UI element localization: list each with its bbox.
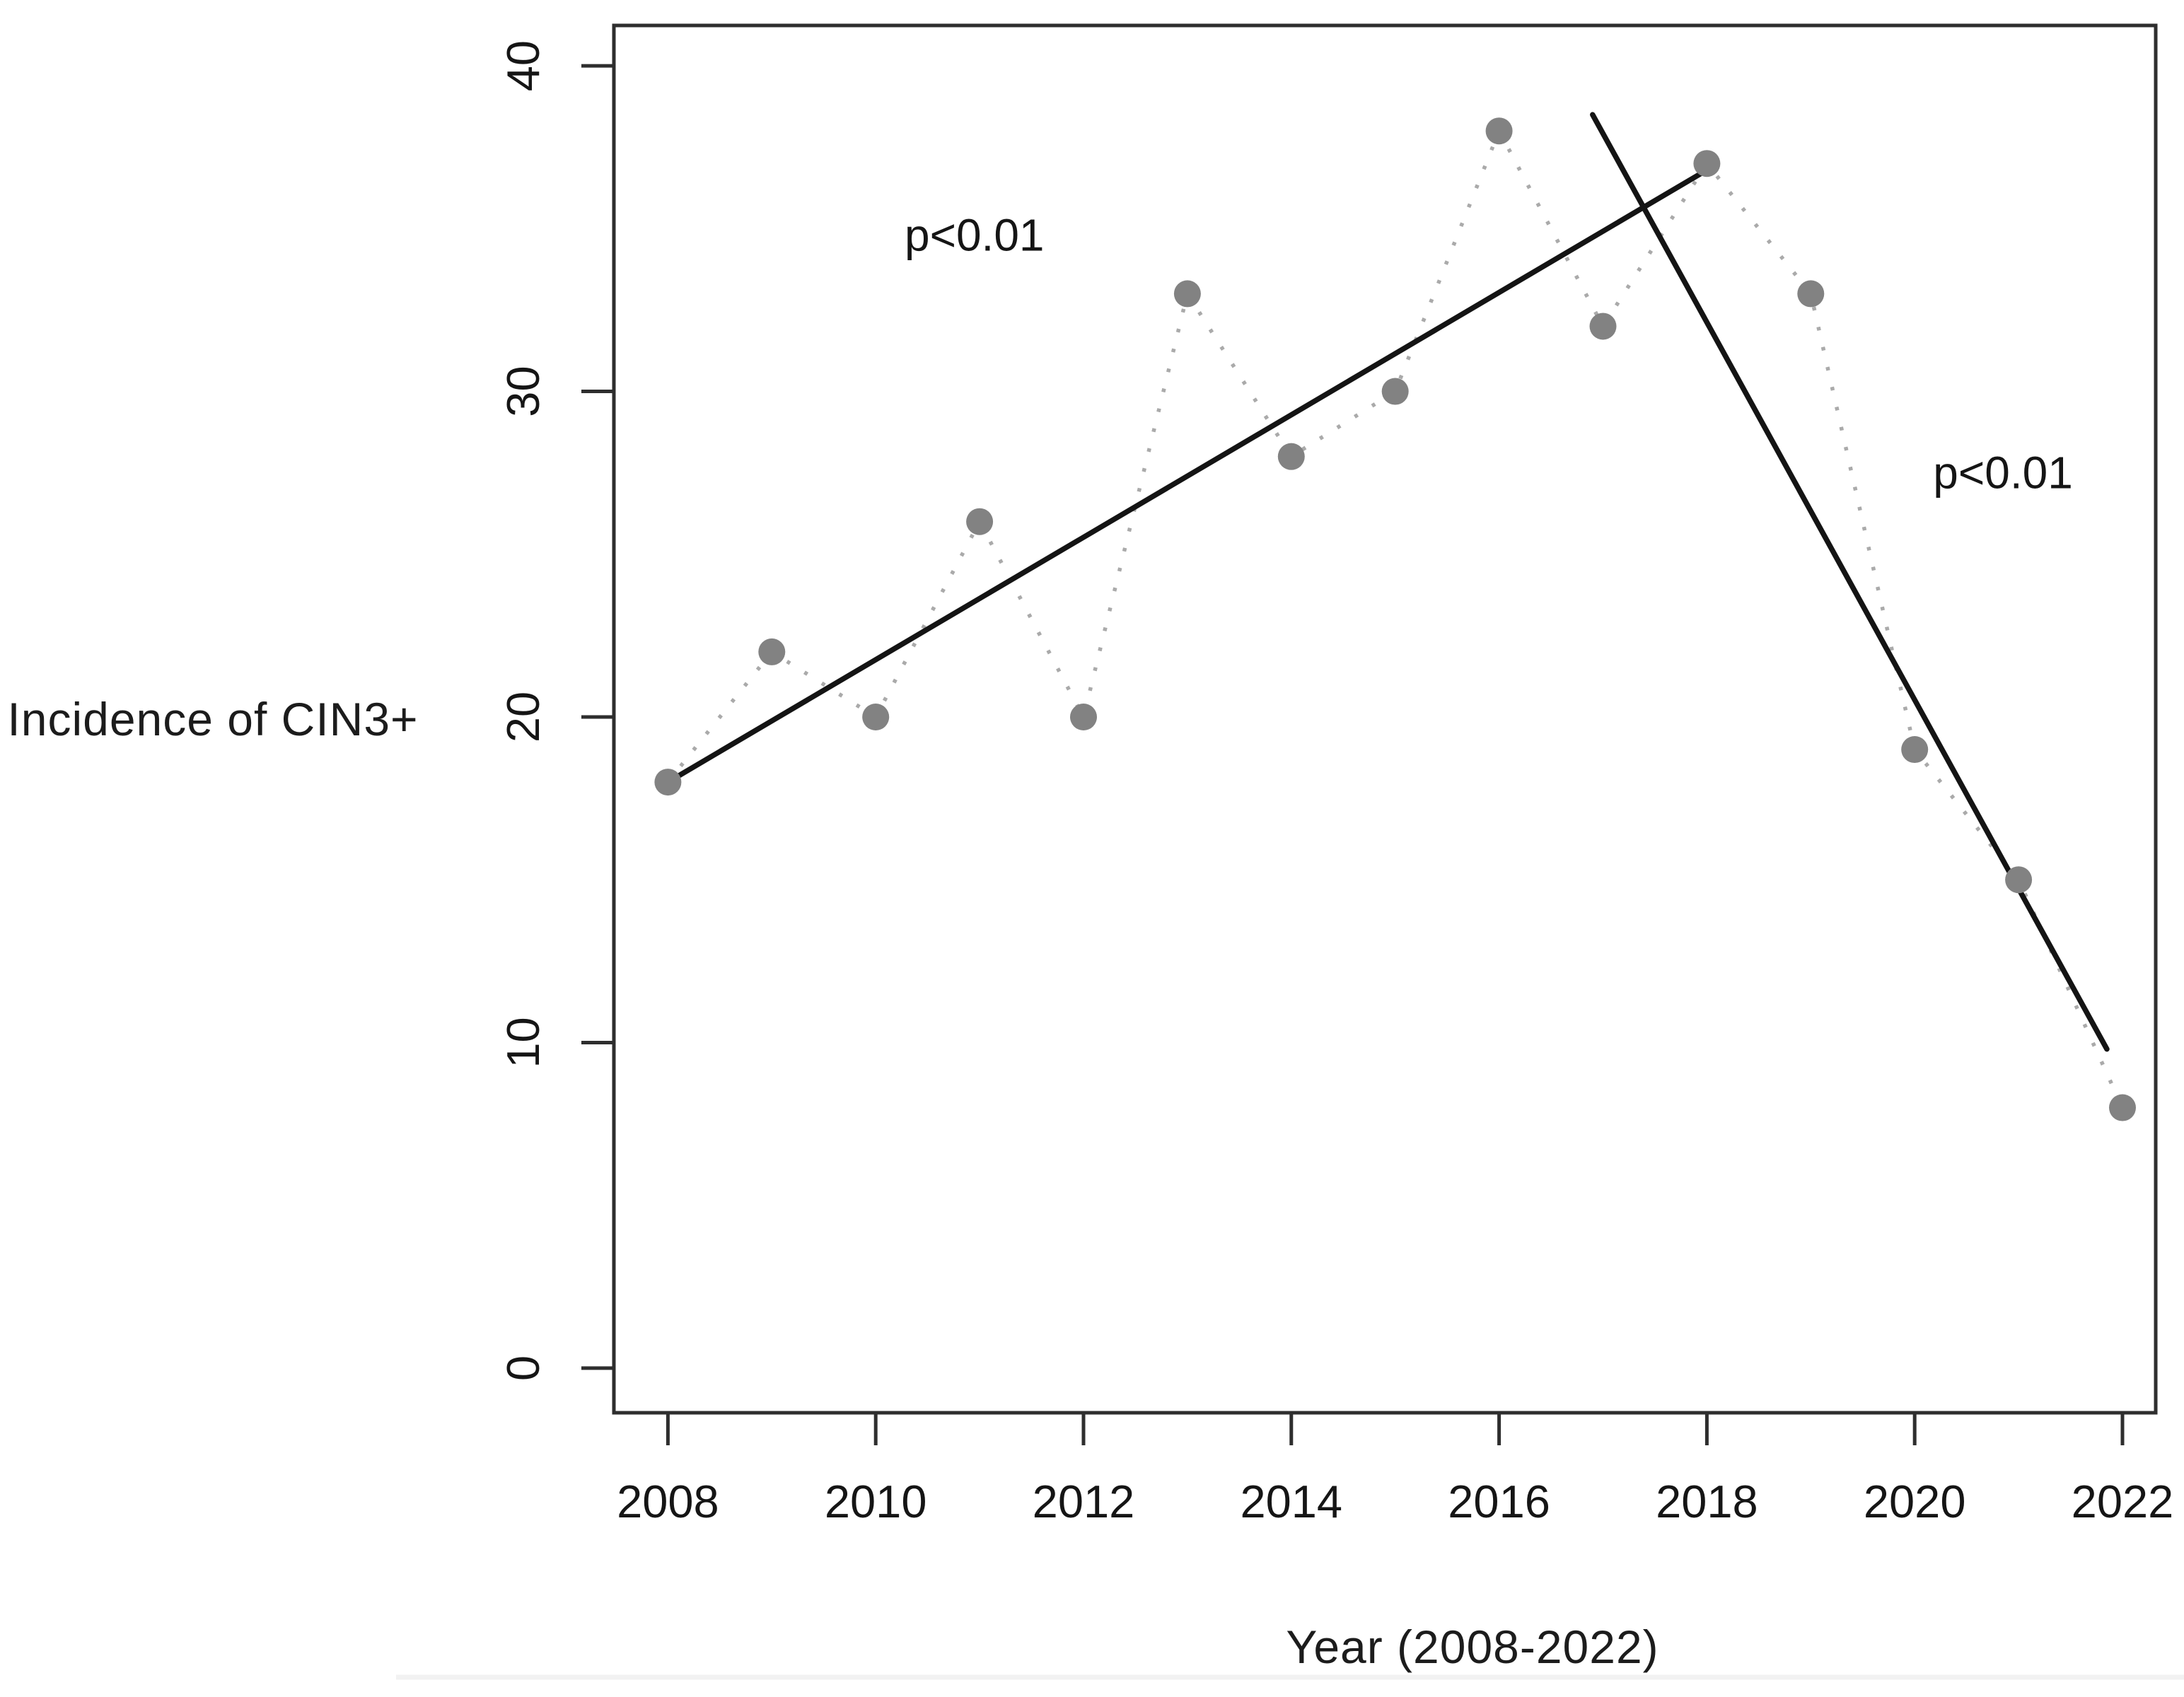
y-tick-label: 40 bbox=[497, 40, 549, 91]
rising-trend-line bbox=[665, 167, 1710, 785]
observed-series-dotted-line bbox=[666, 126, 2125, 1109]
x-tick-label: 2012 bbox=[1033, 1476, 1135, 1527]
x-tick-label: 2008 bbox=[617, 1476, 719, 1527]
x-axis-title: Year (2008-2022) bbox=[1286, 1621, 1659, 1673]
y-tick-label: 30 bbox=[497, 366, 549, 416]
data-point bbox=[1381, 378, 1409, 405]
data-point bbox=[1277, 443, 1305, 470]
data-point bbox=[1069, 704, 1097, 731]
plot-area: 0 10 20 30 40 2008 2010 2012 2014 2016 2018 2020 202… bbox=[396, 23, 2184, 1680]
data-point bbox=[1173, 280, 1201, 308]
x-tick-label: 2018 bbox=[1656, 1476, 1758, 1527]
x-tick-label: 2020 bbox=[1864, 1476, 1966, 1527]
p-value-label: p<0.01 bbox=[905, 210, 1045, 261]
data-point bbox=[862, 704, 890, 731]
data-point bbox=[1797, 280, 1825, 308]
data-point bbox=[2005, 866, 2033, 894]
x-tick-label: 2016 bbox=[1448, 1476, 1550, 1527]
p-value-label: p<0.01 bbox=[1933, 448, 2073, 498]
data-point bbox=[1901, 736, 1929, 764]
y-tick-label: 20 bbox=[497, 692, 549, 742]
data-point bbox=[2108, 1094, 2136, 1121]
data-point bbox=[1693, 150, 1721, 177]
data-point bbox=[654, 769, 682, 796]
data-point bbox=[1589, 313, 1617, 340]
plot-frame bbox=[612, 23, 2158, 1415]
y-tick-label: 10 bbox=[497, 1017, 549, 1068]
y-tick-label: 0 bbox=[497, 1355, 549, 1381]
data-point bbox=[966, 508, 994, 535]
x-tick-label: 2014 bbox=[1240, 1476, 1342, 1527]
y-axis-title: Incidence of CIN3+ bbox=[7, 693, 418, 745]
data-point bbox=[758, 638, 786, 665]
x-tick-label: 2022 bbox=[2072, 1476, 2174, 1527]
data-point bbox=[1485, 117, 1513, 145]
x-tick-label: 2010 bbox=[825, 1476, 927, 1527]
falling-trend-line bbox=[1590, 112, 2110, 1052]
